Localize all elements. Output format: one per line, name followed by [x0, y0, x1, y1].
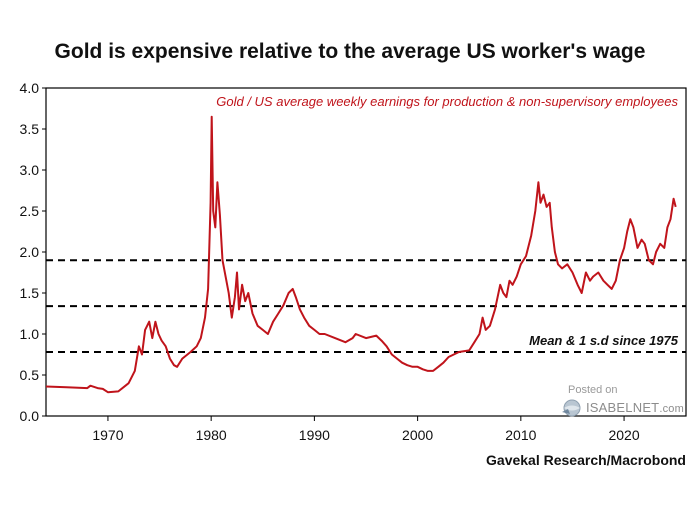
- y-tick-label: 2.0: [20, 244, 40, 260]
- plot-frame: [45, 87, 687, 417]
- x-tick-label: 1970: [92, 427, 123, 443]
- chart-title: Gold is expensive relative to the averag…: [54, 40, 646, 63]
- watermark-posted: Posted on: [568, 384, 618, 396]
- watermark-domain: .com: [659, 403, 684, 415]
- x-tick-label: 2010: [505, 427, 536, 443]
- x-tick-label: 2000: [402, 427, 433, 443]
- y-tick-label: 3.0: [20, 162, 40, 178]
- reference-label: Mean & 1 s.d since 1975: [529, 333, 679, 348]
- series-line: [45, 115, 677, 394]
- globe-icon: [562, 399, 581, 417]
- y-tick-label: 0.5: [20, 367, 40, 383]
- source-label: Gavekal Research/Macrobond: [486, 452, 686, 468]
- y-tick-label: 0.0: [20, 408, 40, 424]
- x-tick-label: 1990: [299, 427, 330, 443]
- y-tick-label: 3.5: [20, 121, 40, 137]
- series-label: Gold / US average weekly earnings for pr…: [216, 94, 678, 109]
- y-tick-label: 1.5: [20, 285, 40, 301]
- x-tick-label: 1980: [196, 427, 227, 443]
- watermark-site-name: ISABELNET: [586, 400, 660, 415]
- watermark-site: ISABELNET.com: [586, 400, 684, 415]
- y-tick-label: 1.0: [20, 326, 40, 342]
- x-tick-label: 2020: [608, 427, 639, 443]
- y-tick-label: 4.0: [20, 80, 40, 96]
- watermark: Posted on ISABELNET.com: [560, 384, 692, 420]
- y-tick-label: 2.5: [20, 203, 40, 219]
